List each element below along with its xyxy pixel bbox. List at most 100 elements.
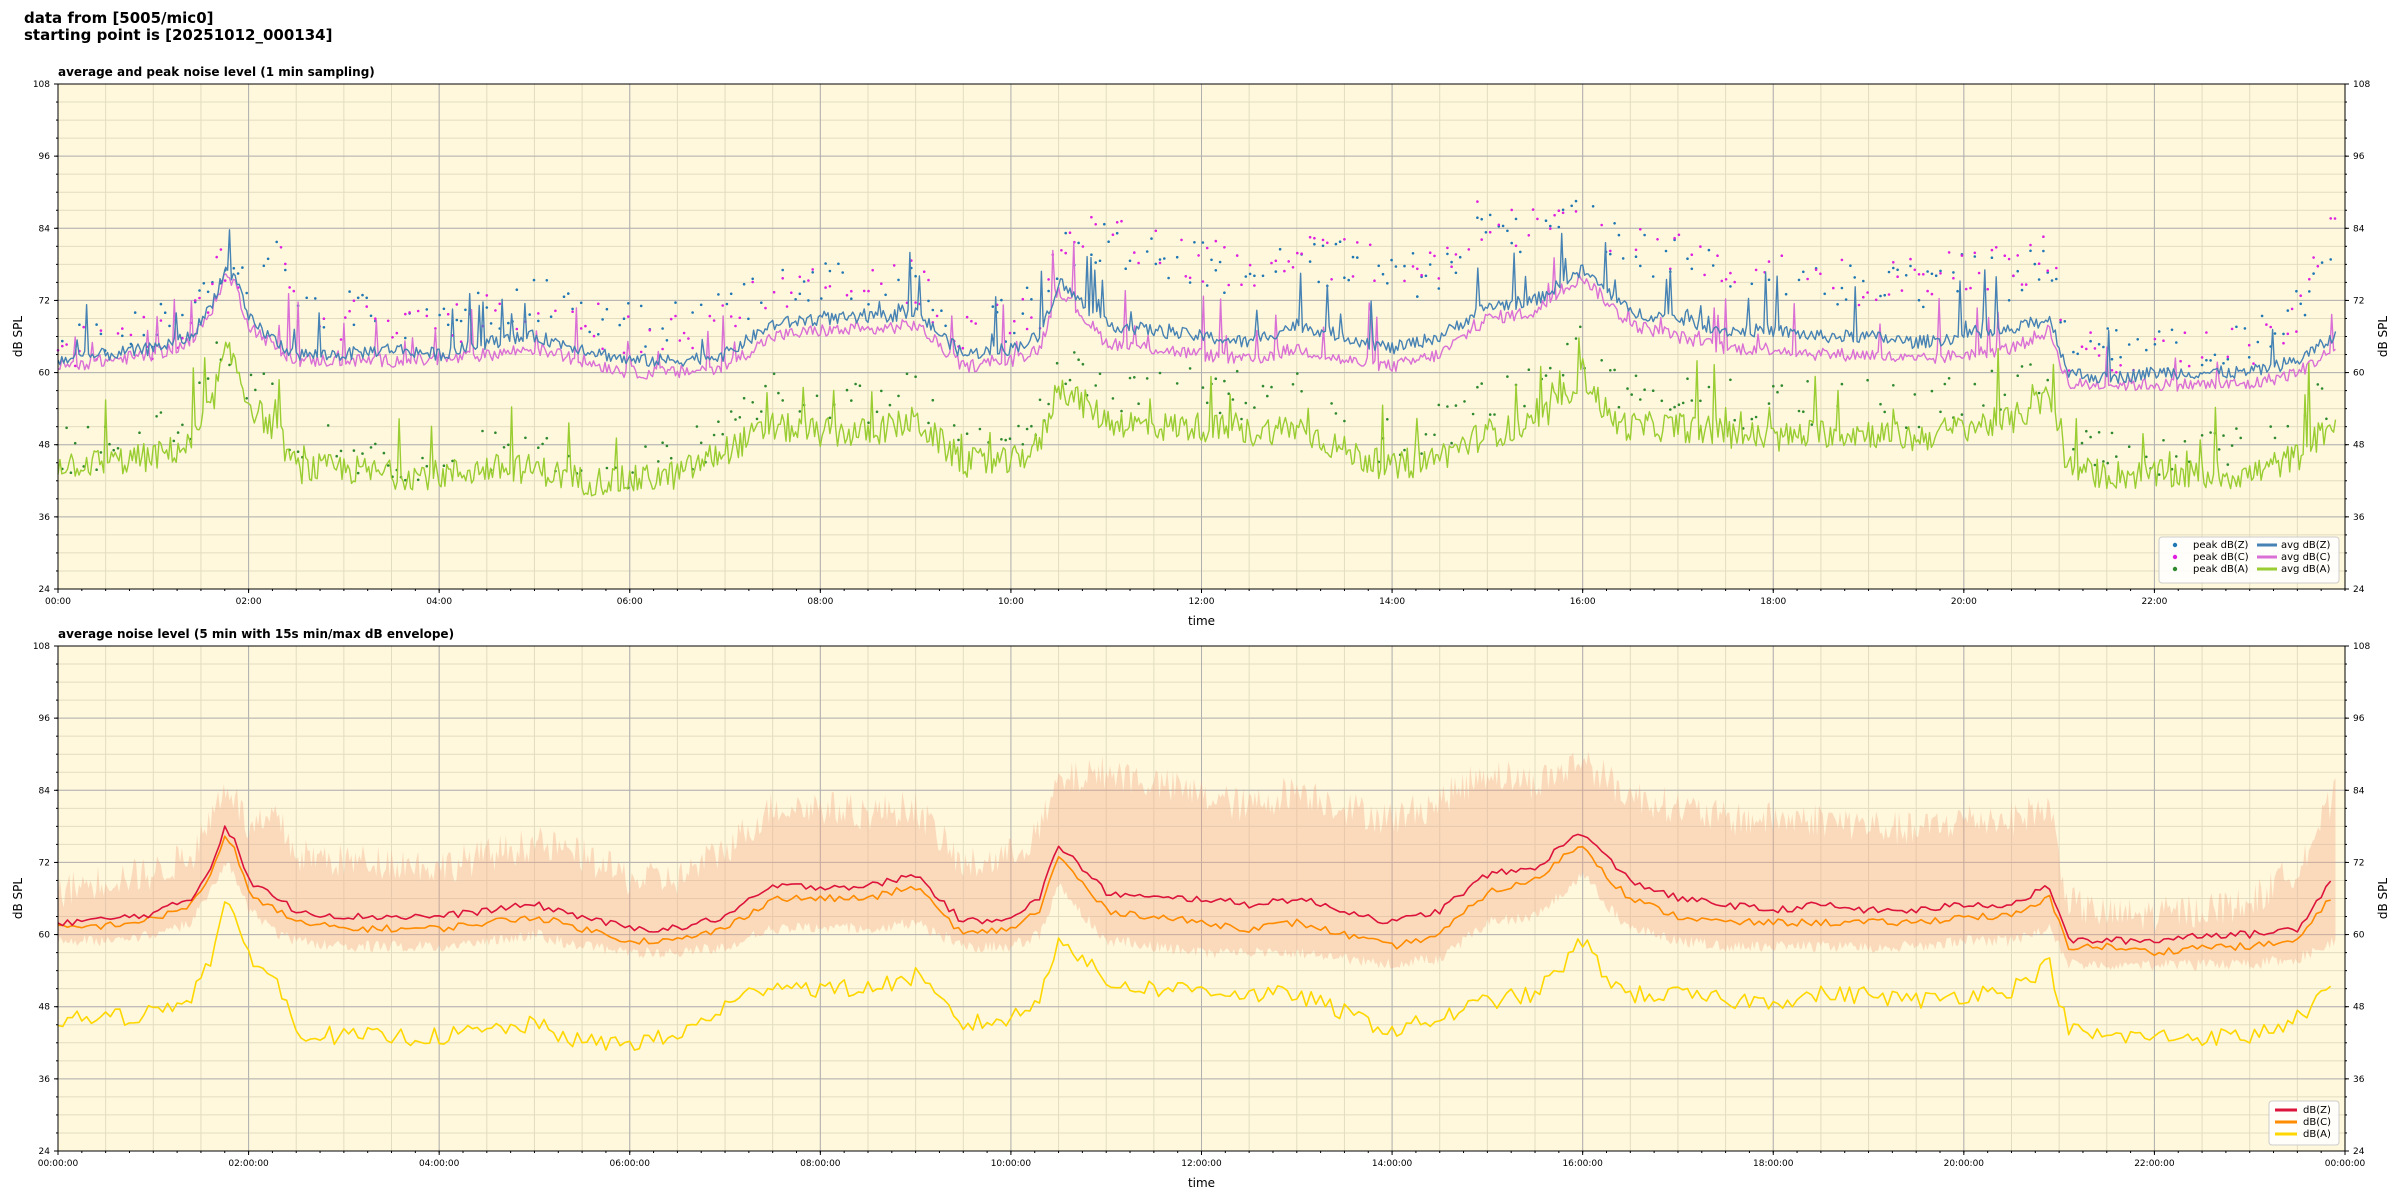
peak-point [1561, 208, 1565, 212]
peak-point [1613, 222, 1616, 225]
peak-point [1729, 378, 1732, 382]
peak-point [2226, 355, 2230, 359]
legend-marker [2172, 566, 2178, 572]
peak-point [1930, 292, 1934, 296]
peak-point [1673, 405, 1676, 409]
peak-point [159, 411, 163, 414]
peak-point [159, 302, 163, 306]
legend-label: dB(C) [2303, 1117, 2331, 1128]
y-tick-label: 24 [39, 585, 51, 595]
peak-point [1549, 366, 1552, 370]
peak-point [1844, 298, 1848, 301]
peak-point [622, 317, 626, 321]
peak-point [2329, 258, 2332, 261]
peak-point [1994, 246, 1998, 249]
peak-point [1476, 200, 1479, 203]
legend-marker [2172, 554, 2178, 560]
min-max-envelope [58, 751, 2336, 971]
peak-point [1351, 275, 1355, 278]
legend-label: avg dB(C) [2281, 552, 2331, 563]
peak-point [1334, 412, 1338, 415]
peak-point [828, 269, 832, 273]
peak-point [1896, 268, 1899, 272]
peak-point [1699, 245, 1702, 248]
peak-point [1609, 369, 1612, 372]
peak-point [1420, 273, 1423, 277]
peak-point [1973, 382, 1977, 386]
peak-point [348, 290, 351, 293]
peak-point [1960, 254, 1964, 257]
peak-point [262, 264, 266, 268]
peak-point [1373, 279, 1376, 283]
peak-point [1047, 289, 1050, 293]
peak-point [1180, 238, 1183, 242]
peak-point [2097, 354, 2101, 357]
peak-point [691, 346, 694, 350]
peak-point [73, 441, 77, 445]
peak-point [1428, 251, 1432, 254]
peak-point [408, 311, 411, 314]
peak-point [459, 319, 463, 323]
peak-point [382, 451, 386, 455]
peak-point [1806, 380, 1809, 383]
peak-point [2076, 352, 2079, 356]
peak-point [1454, 253, 1458, 256]
peak-point [1609, 252, 1612, 256]
peak-point [1917, 298, 1921, 302]
peak-point [206, 290, 210, 294]
peak-point [597, 302, 600, 306]
peak-point [374, 442, 377, 446]
peak-point [862, 289, 866, 293]
peak-point [661, 327, 664, 330]
y-tick-label-right: 108 [2353, 642, 2370, 652]
peak-point [2016, 254, 2019, 257]
peak-point [241, 266, 244, 269]
peak-point [1240, 417, 1243, 421]
panel-title: average and peak noise level (1 min samp… [58, 65, 375, 79]
peak-point [524, 436, 527, 440]
peak-point [854, 382, 857, 386]
peak-point [284, 268, 287, 272]
peak-point [1214, 377, 1218, 381]
peak-point [751, 280, 754, 284]
peak-point [669, 317, 673, 321]
peak-point [116, 332, 120, 335]
peak-point [181, 313, 184, 317]
x-tick-label: 22:00 [2141, 597, 2167, 607]
peak-point [867, 421, 870, 425]
peak-point [2067, 369, 2071, 372]
peak-point [717, 420, 720, 424]
peak-point [1274, 270, 1278, 273]
peak-point [284, 262, 287, 266]
peak-point [1982, 404, 1985, 407]
peak-point [193, 299, 197, 302]
peak-point [579, 327, 583, 330]
peak-point [880, 389, 883, 393]
peak-point [1081, 245, 1085, 248]
peak-point [494, 309, 497, 312]
peak-point [1218, 411, 1222, 415]
peak-point [2235, 325, 2238, 329]
peak-point [729, 292, 733, 296]
peak-point [1450, 441, 1453, 445]
peak-point [2050, 279, 2054, 282]
peak-point [1240, 283, 1243, 287]
peak-point [1175, 382, 1179, 385]
peak-point [888, 403, 892, 407]
peak-point [884, 293, 887, 297]
peak-point [1506, 375, 1509, 378]
peak-point [202, 282, 206, 285]
peak-point [1205, 401, 1209, 405]
peak-point [1574, 337, 1578, 340]
peak-point [2093, 463, 2097, 467]
peak-point [1000, 438, 1003, 441]
peak-point [2059, 321, 2062, 324]
peak-point [1158, 371, 1162, 375]
peak-point [721, 432, 724, 436]
peak-point [802, 280, 806, 283]
peak-point [1270, 385, 1273, 389]
peak-point [1523, 404, 1526, 408]
peak-point [1004, 438, 1007, 442]
peak-point [181, 423, 184, 427]
peak-point [940, 309, 943, 313]
